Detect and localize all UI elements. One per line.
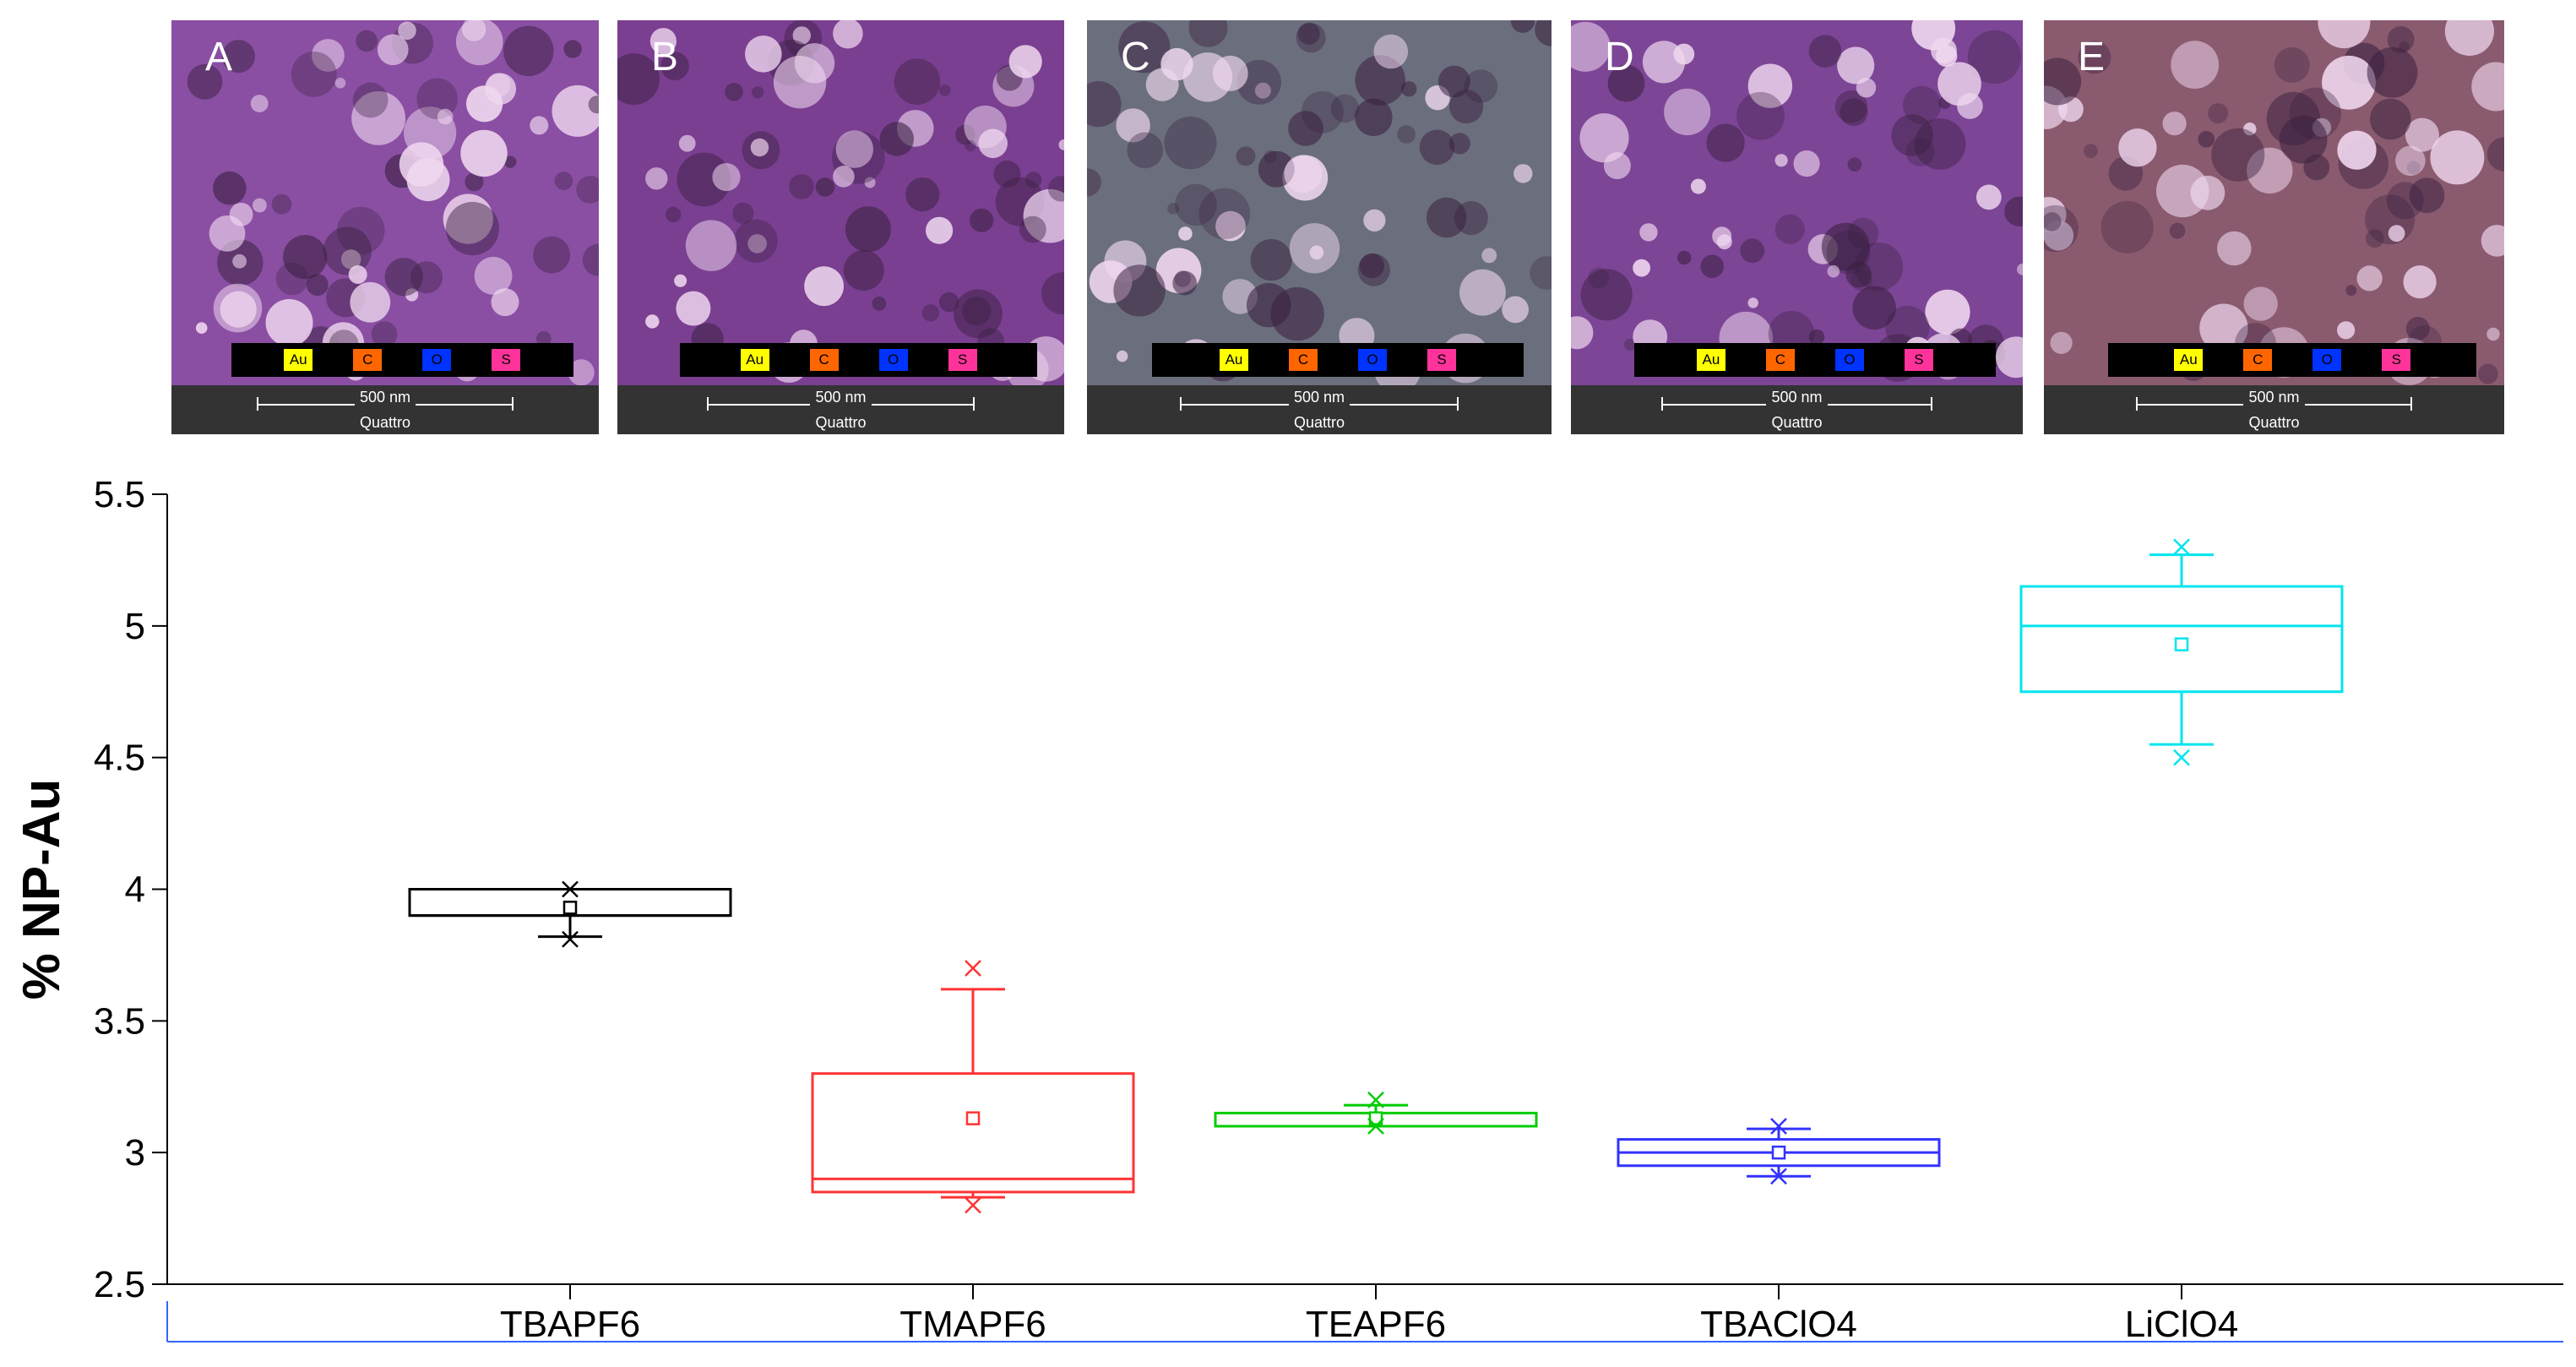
extreme-marker [1770,1168,1787,1185]
panel-letter: A [205,35,233,79]
y-tick-label: 3 [125,1132,145,1174]
extreme-marker [1367,1091,1384,1108]
mean-marker [1368,1111,1383,1125]
box-plot: 2.5 3 3.5 4 4.5 5 5.5 % NP-Au TBAPF6 TMAPF6 TEAPF6… [13,474,2563,1345]
element-chip: Au [2174,349,2204,371]
extreme-marker [2173,538,2190,556]
element-chip: S [1904,349,1933,371]
panel-letter: C [1121,35,1150,79]
element-chip: Au [740,349,769,371]
instrument-label: Quattro [1771,414,1823,431]
y-tick-label: 5 [125,606,145,647]
element-legend: Au C O S [680,343,1038,377]
micrograph-panel: A Au C O S 500 nm Quattro [171,20,599,434]
box-iqr [811,1072,1135,1194]
mean-marker [965,1111,981,1125]
element-legend: Au C O S [2108,343,2477,377]
extreme-marker [562,880,579,898]
element-chip: C [353,349,383,371]
y-tick-label: 2.5 [94,1264,145,1305]
extreme-marker [965,960,981,977]
element-chip: C [1765,349,1795,371]
element-chip: O [422,349,452,371]
scale-label: 500 nm [2044,389,2504,406]
micrograph-image [617,20,1064,391]
extreme-marker [1770,1118,1787,1135]
y-axis-label: % NP-Au [13,779,71,1000]
element-chip: C [809,349,839,371]
element-legend: Au C O S [231,343,573,377]
micrograph-panel: C Au C O S 500 nm Quattro [1087,20,1552,434]
extreme-marker [965,1196,981,1214]
element-legend: Au C O S [1633,343,1996,377]
x-tick-label: TMAPF6 [899,1304,1046,1345]
element-chip: O [1358,349,1387,371]
panel-letter: B [651,35,679,79]
micrograph-panel: D Au C O S 500 nm Quattro [1571,20,2023,434]
element-chip: S [492,349,521,371]
scale-bar-strip: 500 nm Quattro [1087,385,1552,434]
scale-bar-strip: 500 nm Quattro [2044,385,2504,434]
element-chip: S [1427,349,1456,371]
y-tick-label: 4 [125,869,145,911]
y-tick-label: 5.5 [94,474,145,515]
element-chip: S [948,349,977,371]
x-tick-label: TBAClO4 [1700,1304,1857,1345]
scale-bar-strip: 500 nm Quattro [171,385,599,434]
scale-bar-strip: 500 nm Quattro [617,385,1064,434]
x-tick-label: LiClO4 [2125,1304,2239,1345]
y-tick-label: 3.5 [94,1000,145,1042]
micrograph-panel: E Au C O S 500 nm Quattro [2044,20,2504,434]
element-legend: Au C O S [1152,343,1524,377]
scale-label: 500 nm [1571,389,2023,406]
element-chip: O [878,349,908,371]
element-chip: Au [1696,349,1725,371]
instrument-label: Quattro [2248,414,2300,431]
micrograph-panel: B Au C O S 500 nm Quattro [617,20,1064,434]
mean-marker [562,901,578,915]
element-chip: C [1289,349,1318,371]
scale-label: 500 nm [617,389,1064,406]
extreme-marker [562,930,579,948]
x-tick-label: TEAPF6 [1306,1304,1446,1345]
element-chip: C [2243,349,2273,371]
element-chip: Au [1220,349,1248,371]
element-chip: S [2382,349,2411,371]
scale-label: 500 nm [1087,389,1552,406]
element-chip: O [2312,349,2342,371]
box-iqr [2019,585,2344,694]
instrument-label: Quattro [1293,414,1345,431]
x-tick-label: TBAPF6 [500,1304,640,1345]
extreme-marker [1367,1118,1384,1135]
extreme-marker [2173,749,2190,766]
micrograph-image [1571,20,2023,385]
scale-label: 500 nm [171,389,599,406]
panel-letter: E [2078,35,2106,79]
y-tick-label: 4.5 [94,738,145,779]
instrument-label: Quattro [815,414,867,431]
panel-letter: D [1605,35,1634,79]
micrograph-image [2044,20,2504,385]
mean-marker [2174,637,2189,651]
scale-bar-strip: 500 nm Quattro [1571,385,2023,434]
mean-marker [1771,1145,1786,1160]
instrument-label: Quattro [359,414,411,431]
element-chip: O [1834,349,1864,371]
element-chip: Au [284,349,313,371]
